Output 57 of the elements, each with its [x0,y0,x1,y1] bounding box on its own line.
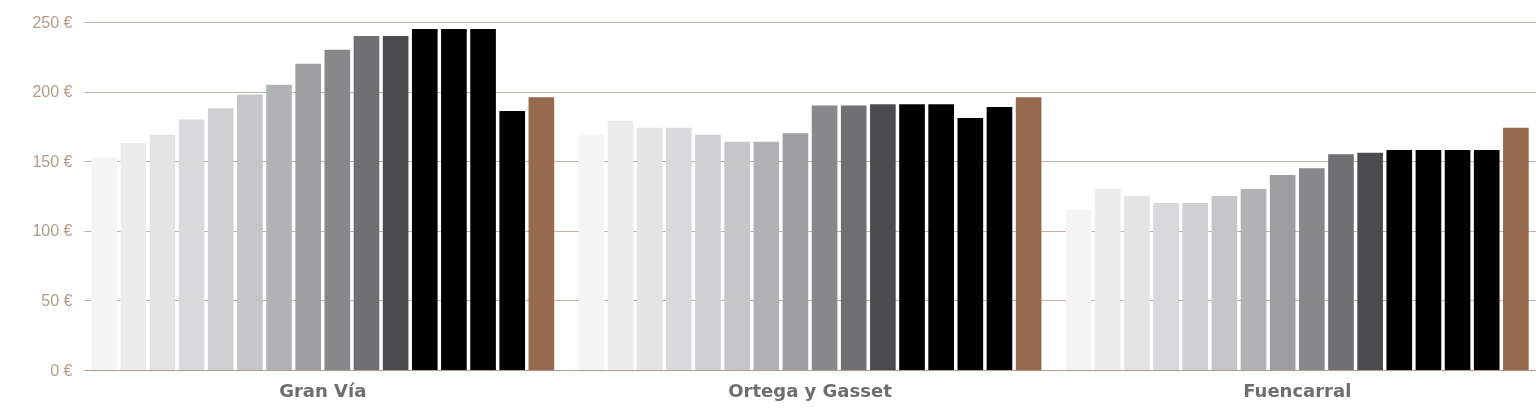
bar [91,157,117,370]
bar [840,105,867,370]
bar [1015,97,1042,370]
bar [724,141,750,370]
y-tick-label: 50 € [41,291,73,309]
x-tick-label: Ortega y Gasset [728,379,893,401]
y-tick-label: 250 € [32,13,73,31]
y-tick-label: 200 € [32,83,73,101]
bar [1444,150,1471,370]
bar [324,49,351,370]
bar [1065,209,1092,370]
bar [499,111,526,370]
x-tick-label: Fuencarral [1243,379,1352,401]
bar [578,134,605,370]
bar [1386,150,1413,370]
y-tick-label: 100 € [32,222,73,240]
bar [207,108,234,370]
bar [695,134,721,370]
bar [666,127,692,370]
bar [753,141,780,370]
bar [353,35,380,370]
bar [636,127,663,370]
bar [1124,196,1150,370]
bar [149,134,176,370]
bar [266,84,292,370]
bar [870,104,896,370]
bar [1240,189,1267,370]
bar [1357,152,1383,370]
bar [1503,127,1529,370]
bar [1473,150,1500,370]
y-tick-label: 0 € [50,361,73,379]
bar [178,119,205,370]
bar [411,28,438,370]
bar [382,35,409,370]
bar [899,104,925,370]
bar [928,104,954,370]
bar [237,94,263,370]
bar [986,106,1013,370]
bar [957,118,984,370]
bar [1211,196,1238,370]
bar [607,120,634,370]
bar [528,97,555,370]
bar [782,133,809,370]
bar [1328,154,1354,370]
bar [1299,168,1325,370]
bar [1094,189,1121,370]
bar [1153,202,1179,370]
bar [120,143,147,370]
bar [1182,202,1209,370]
y-tick-label: 150 € [32,152,73,170]
bar [470,28,496,370]
bar [1269,175,1296,370]
bar [1415,150,1442,370]
x-tick-label: Gran Vía [279,379,367,401]
bar [295,63,321,370]
bar [441,28,467,370]
bar [811,105,838,370]
